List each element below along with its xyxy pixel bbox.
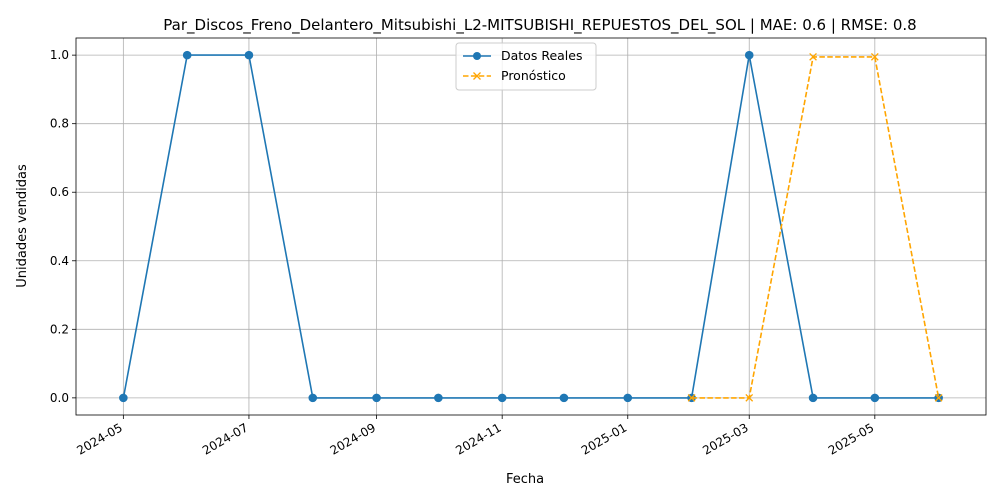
series-line-pronostico: [691, 56, 940, 399]
x-tick-label: 2025-03: [700, 420, 750, 457]
data-point-datos-reales: [623, 393, 633, 403]
y-tick-label: 0.6: [50, 185, 69, 199]
x-tick-label: 2025-05: [826, 420, 876, 457]
plot-axes: 0.0 0.2 0.4 0.6 0.8 1.0 2024-05 2024-07 2024-09 2…: [50, 37, 987, 458]
data-point-datos-reales: [182, 50, 192, 60]
data-point-datos-reales: [244, 50, 254, 60]
chart-title: Par_Discos_Freno_Delantero_Mitsubishi_L2…: [163, 16, 916, 35]
x-tick-label: 2024-11: [453, 420, 503, 457]
data-point-datos-reales: [870, 393, 880, 403]
legend-label-datos-reales: Datos Reales: [501, 48, 582, 63]
legend-marker-pronostico: [473, 72, 481, 80]
data-point-pronostico: [745, 394, 754, 402]
legend-marker-datos-reales: [473, 52, 481, 60]
plot-frame: [75, 37, 987, 416]
legend: Datos Reales Pronóstico: [455, 42, 597, 91]
data-point-datos-reales: [434, 393, 443, 403]
legend-box: [455, 42, 597, 91]
y-tick-label: 0.4: [50, 254, 69, 268]
y-tick-label: 1.0: [50, 48, 69, 62]
data-point-datos-reales: [497, 393, 507, 403]
x-tick-label: 2024-09: [328, 420, 378, 457]
x-tick-label: 2024-07: [200, 420, 250, 457]
grid-lines: [76, 38, 986, 415]
data-point-pronostico: [809, 52, 817, 61]
data-point-pronostico: [687, 394, 696, 402]
x-tick-label: 2025-01: [579, 420, 629, 457]
y-tick-label: 0.8: [50, 117, 69, 131]
data-point-datos-reales: [308, 393, 318, 403]
data-point-datos-reales: [744, 50, 754, 60]
series-layer: [119, 50, 943, 403]
data-point-pronostico: [934, 394, 943, 402]
data-point-datos-reales: [808, 393, 818, 403]
legend-label-pronostico: Pronóstico: [501, 68, 566, 83]
x-tick-label: 2024-05: [74, 420, 124, 457]
y-tick-label: 0.0: [50, 391, 69, 405]
data-point-pronostico: [870, 52, 879, 61]
series-line-datos-reales: [122, 54, 939, 399]
data-point-datos-reales: [372, 393, 381, 403]
y-tick-label: 0.2: [50, 322, 69, 336]
data-point-datos-reales: [559, 393, 569, 403]
data-point-datos-reales: [119, 393, 128, 403]
y-axis-title: Unidades vendidas: [15, 164, 30, 288]
x-axis-title: Fecha: [506, 472, 544, 487]
